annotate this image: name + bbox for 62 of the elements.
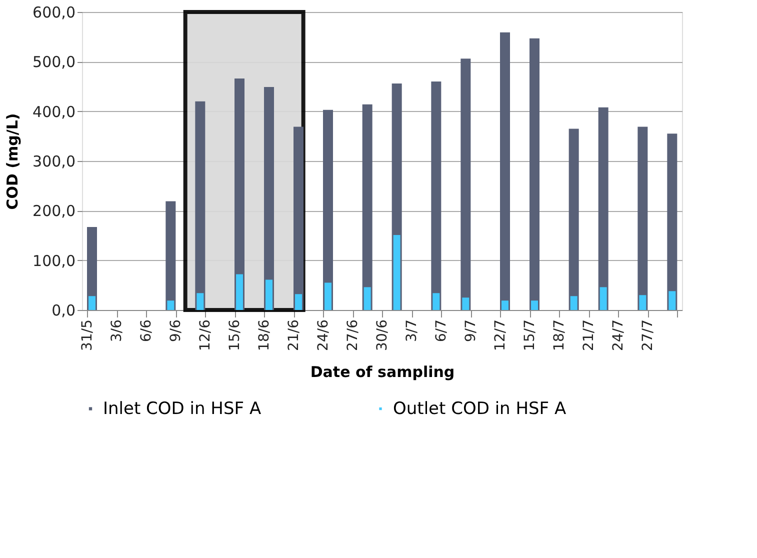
bar [393,235,400,310]
x-tick-label: 9/7 [463,320,479,342]
y-tick-label: 0,0 [52,302,76,320]
x-tick-label: 30/6 [374,319,390,351]
bar [460,58,471,310]
bar [431,82,442,310]
bar [323,110,333,310]
bar [236,274,243,310]
bar [570,296,578,310]
x-axis-title: Date of sampling [310,362,455,381]
bar [294,126,304,310]
bar [295,294,302,310]
x-tick-label: 6/6 [138,319,154,342]
y-tick-label: 300,0 [32,152,76,170]
x-tick-label: 18/7 [552,320,568,351]
legend-label: Inlet COD in HSF A [103,398,262,419]
bar [264,86,274,310]
bar [531,300,538,310]
bar [364,287,371,310]
bar [324,282,332,310]
bar [432,293,440,310]
x-tick-label: 24/6 [316,319,332,351]
bar [462,298,470,310]
x-tick-label: 12/7 [492,320,508,351]
bar [598,107,608,310]
x-tick-label: 18/6 [256,319,272,351]
bar [362,104,372,310]
bar [530,38,540,310]
bar [600,287,607,310]
bar [639,295,646,310]
bar [196,293,204,310]
bar [195,101,206,310]
x-tick-label: 21/7 [581,320,597,351]
bar [667,134,678,310]
y-tick-label: 100,0 [32,252,76,270]
x-tick-label: 15/7 [522,320,538,351]
x-tick-label: 15/6 [227,319,243,351]
x-tick-label: 6/7 [434,320,450,342]
bar [167,300,174,310]
bar [568,128,579,310]
y-tick-label: 600,0 [32,4,76,22]
x-tick-label: 3/6 [109,319,125,342]
bar [266,280,272,310]
x-tick-label: 27/6 [345,319,361,351]
y-tick-label: 200,0 [32,202,76,220]
bar [88,296,96,310]
x-tick-label: 31/5 [80,320,96,351]
y-axis-title: COD (mg/L) [4,113,22,210]
bar [668,291,676,310]
legend-label: Outlet COD in HSF A [393,398,566,419]
bar [638,126,648,310]
bar [166,201,176,310]
x-tick-label: 21/6 [286,319,302,351]
x-tick-label: 9/6 [168,319,184,342]
x-tick-label: 3/7 [404,320,420,342]
x-tick-label: 24/7 [610,320,626,351]
bar [500,32,510,310]
x-tick-label: 27/7 [640,320,656,351]
y-tick-label: 400,0 [32,102,76,121]
y-tick-label: 500,0 [32,53,76,72]
x-tick-label: 12/6 [198,319,214,351]
bar [502,300,508,310]
